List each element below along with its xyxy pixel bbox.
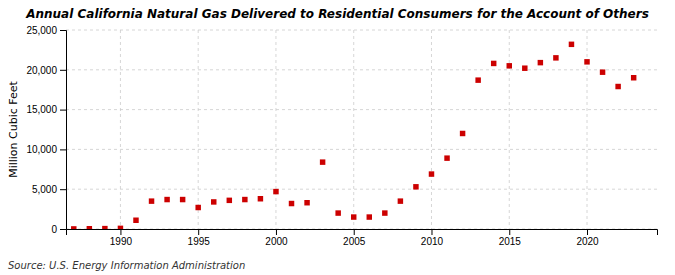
plot: 1990 1995 2000 2005 2010 2015 2020 0 5,000 10,000… xyxy=(26,25,657,247)
y-axis: 0 5,000 10,000 15,000 20,000 25,000 xyxy=(26,25,66,235)
point xyxy=(118,226,123,229)
y-tick-label: 5,000 xyxy=(32,184,57,195)
y-tick-label: 10,000 xyxy=(26,144,57,155)
y-tick: 10,000 xyxy=(26,144,66,155)
x-tick-label: 1995 xyxy=(188,236,211,247)
x-tick-mark xyxy=(276,229,277,235)
y-tick-label: 20,000 xyxy=(26,65,57,76)
x-tick-mark xyxy=(431,229,432,235)
x-tick-label: 2000 xyxy=(265,236,288,247)
point xyxy=(149,198,154,203)
x-tick: 2010 xyxy=(421,229,444,247)
point xyxy=(304,200,309,205)
point xyxy=(211,199,216,204)
point xyxy=(413,184,418,189)
x-axis: 1990 1995 2000 2005 2010 2015 2020 xyxy=(67,229,658,247)
y-tick: 5,000 xyxy=(32,184,66,195)
point xyxy=(71,226,76,229)
point xyxy=(507,63,512,68)
point xyxy=(444,155,449,160)
point xyxy=(615,84,620,89)
grid-line-x xyxy=(353,30,354,229)
point xyxy=(102,226,107,229)
grid-line-y xyxy=(66,69,657,70)
y-tick: 25,000 xyxy=(26,25,66,36)
point xyxy=(553,55,558,60)
y-tick-mark xyxy=(60,110,66,111)
y-tick-mark xyxy=(60,189,66,190)
point xyxy=(133,218,138,223)
point xyxy=(367,214,372,219)
x-tick-label: 2015 xyxy=(499,236,522,247)
point xyxy=(242,197,247,202)
y-axis-line xyxy=(60,31,67,230)
point xyxy=(538,60,543,65)
points xyxy=(71,42,636,229)
y-tick-mark xyxy=(60,30,66,31)
x-tick-mark xyxy=(509,229,510,235)
y-tick-mark xyxy=(60,70,66,71)
x-tick-label: 2020 xyxy=(576,236,599,247)
x-tick-mark xyxy=(354,229,355,235)
point xyxy=(273,189,278,194)
point xyxy=(87,226,92,229)
x-tick-label: 2010 xyxy=(421,236,444,247)
y-tick: 20,000 xyxy=(26,65,66,76)
grid-line-y xyxy=(66,189,657,190)
chart: 1990 1995 2000 2005 2010 2015 2020 0 5,000 10,000… xyxy=(0,0,675,275)
point xyxy=(227,198,232,203)
point xyxy=(398,198,403,203)
grid-line-x xyxy=(275,30,276,229)
point xyxy=(569,42,574,47)
grid-line-y xyxy=(66,30,657,31)
x-axis-line xyxy=(67,230,658,236)
grid-line-x xyxy=(198,30,199,229)
x-tick: 2000 xyxy=(265,229,288,247)
x-tick-label: 1990 xyxy=(110,236,133,247)
grid-line-x xyxy=(431,30,432,229)
x-tick: 2005 xyxy=(343,229,366,247)
x-tick-mark xyxy=(198,229,199,235)
grid-line-y xyxy=(66,109,657,110)
point xyxy=(195,205,200,210)
grid-line-x xyxy=(120,30,121,229)
y-tick-label: 15,000 xyxy=(26,104,57,115)
point xyxy=(351,214,356,219)
title: Annual California Natural Gas Delivered … xyxy=(25,7,649,21)
y-tick: 15,000 xyxy=(26,104,66,115)
x-tick: 1995 xyxy=(188,229,211,247)
y-tick-mark xyxy=(60,229,66,230)
x-tick: 2015 xyxy=(499,229,522,247)
x-tick-label: 2005 xyxy=(343,236,366,247)
point xyxy=(631,75,636,80)
point xyxy=(258,196,263,201)
grid xyxy=(66,30,657,229)
point xyxy=(522,65,527,70)
x-tick: 1990 xyxy=(110,229,133,247)
y-tick: 0 xyxy=(51,224,66,235)
point xyxy=(460,131,465,136)
point xyxy=(491,61,496,66)
y-axis-title: Million Cubic Feet xyxy=(7,80,20,177)
point xyxy=(164,197,169,202)
point xyxy=(320,159,325,164)
source: Source: U.S. Energy Information Administ… xyxy=(8,260,245,271)
point xyxy=(335,210,340,215)
point xyxy=(429,171,434,176)
point xyxy=(180,197,185,202)
point xyxy=(475,77,480,82)
point xyxy=(289,201,294,206)
y-tick-label: 25,000 xyxy=(26,25,57,36)
y-tick-label: 0 xyxy=(51,224,57,235)
point xyxy=(584,59,589,64)
x-tick-mark xyxy=(120,229,121,235)
grid-line-x xyxy=(509,30,510,229)
y-tick-mark xyxy=(60,149,66,150)
point xyxy=(382,210,387,215)
point xyxy=(600,69,605,74)
x-tick: 2020 xyxy=(576,229,599,247)
x-tick-mark xyxy=(587,229,588,235)
grid-line-y xyxy=(66,149,657,150)
